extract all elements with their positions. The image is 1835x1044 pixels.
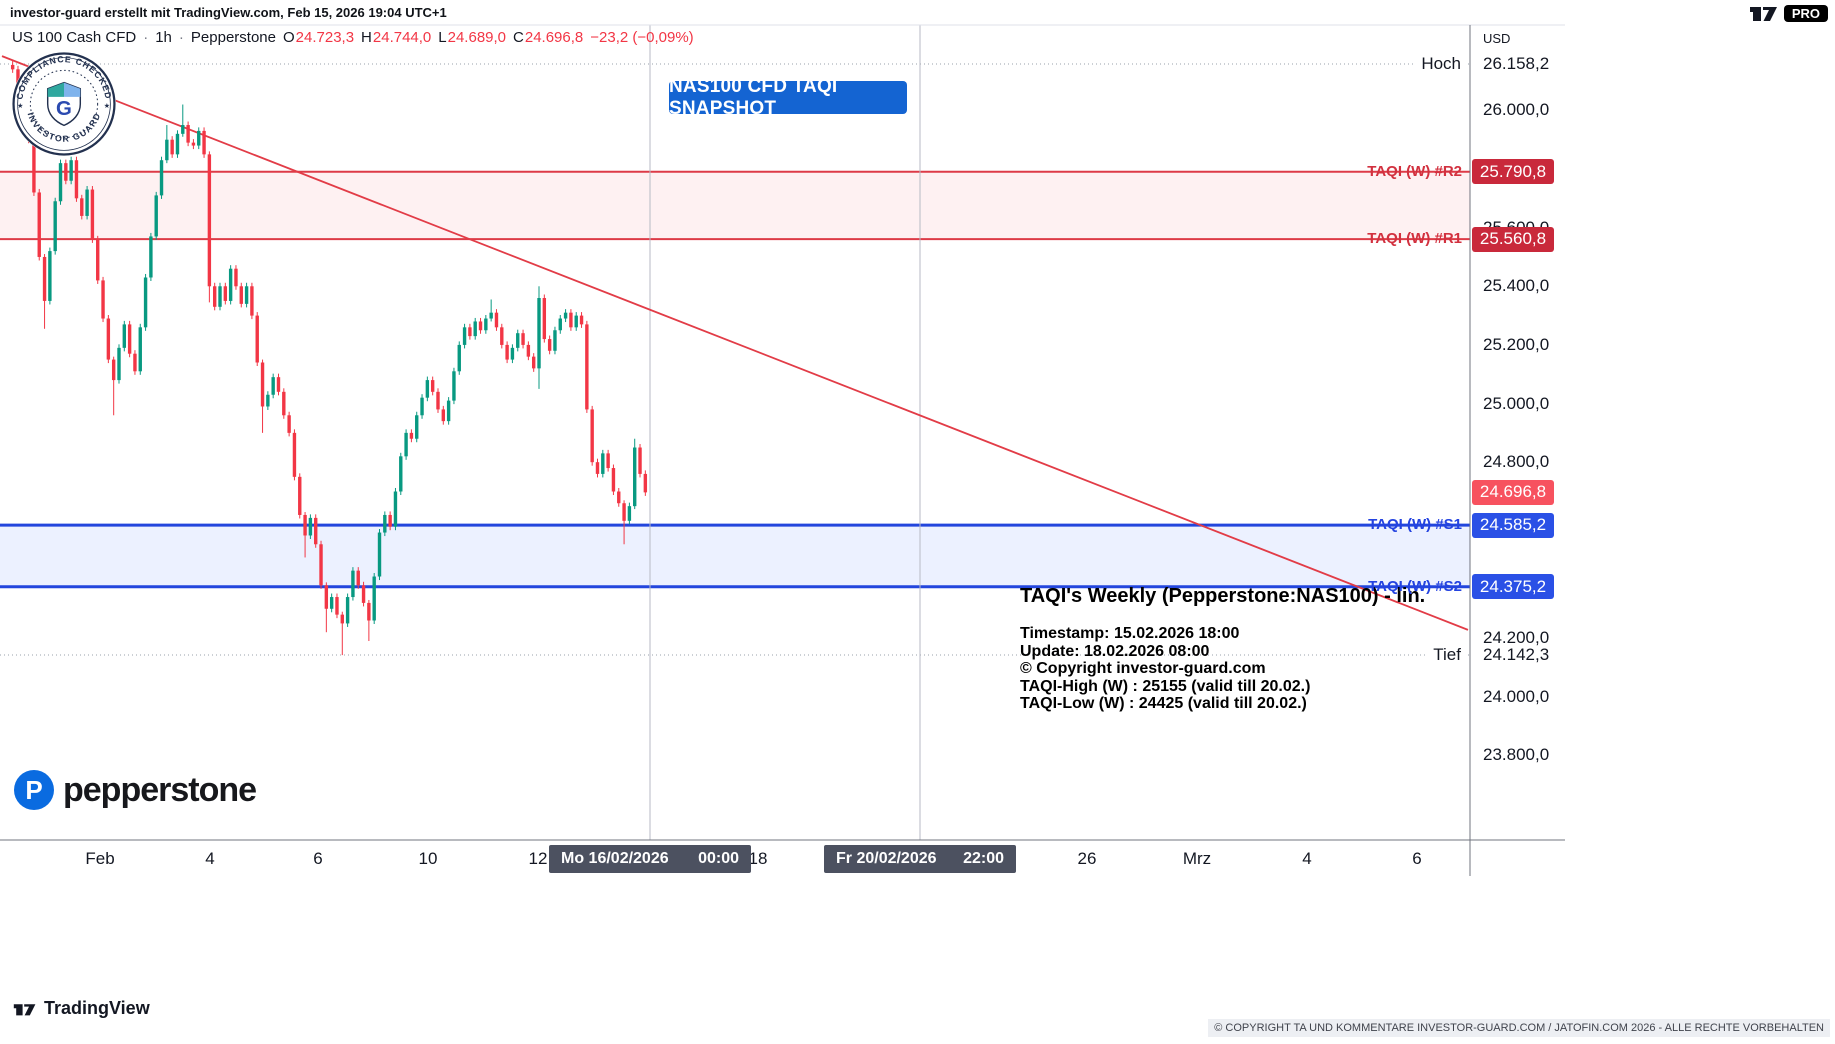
time-tick: 4: [1302, 849, 1312, 868]
price-badge-res: 25.790,8: [1472, 159, 1554, 185]
time-marker-time: 00:00: [698, 850, 739, 867]
stamp-star-left: ★: [17, 102, 23, 110]
price-tick: 26.000,0: [1483, 100, 1550, 120]
pepperstone-wordmark: pepperstone: [63, 770, 257, 809]
symbol-info-bar[interactable]: US 100 Cash CFD · 1h · Pepperstone O24.7…: [12, 29, 694, 46]
price-tick: 24.800,0: [1483, 452, 1550, 472]
high-value: H24.744,0: [361, 29, 432, 46]
price-tick: 25.200,0: [1483, 334, 1550, 354]
time-tick: 6: [313, 849, 323, 868]
time-marker-date: Mo 16/02/2026: [561, 850, 669, 867]
footer-brand-text: TradingView: [44, 998, 150, 1018]
time-tick: 12: [528, 849, 548, 868]
separator-dot: ·: [143, 29, 149, 46]
time-marker-badge: Fr 20/02/2026 22:00: [824, 845, 1016, 873]
level-label[interactable]: TAQI (W) #S2: [1368, 577, 1462, 595]
price-tick: 25.400,0: [1483, 276, 1550, 296]
annotation-timestamp: Timestamp: 15.02.2026 18:00: [1020, 625, 1240, 642]
separator-dot: ·: [178, 29, 184, 46]
chart-attribution: investor-guard erstellt mit TradingView.…: [10, 5, 447, 20]
price-tick: 24.200,0: [1483, 628, 1550, 648]
annotation-taqi-high: TAQI-High (W) : 25155 (valid till 20.02.…: [1020, 677, 1311, 695]
interval-label[interactable]: 1h: [155, 29, 172, 46]
level-label[interactable]: TAQI (W) #R2: [1367, 162, 1462, 180]
price-tick: 25.000,0: [1483, 393, 1550, 413]
level-label[interactable]: TAQI (W) #R1: [1367, 230, 1462, 248]
stamp-center-letter: G: [56, 98, 72, 120]
time-tick: 6: [1412, 849, 1422, 868]
price-tick: 23.800,0: [1483, 745, 1550, 765]
high-low-chip: Tief: [1428, 644, 1466, 666]
tradingview-logo-icon: [13, 1003, 36, 1015]
close-value: C24.696,8: [513, 29, 584, 46]
low-value: L24.689,0: [438, 29, 507, 46]
currency-label: USD: [1483, 31, 1511, 46]
symbol-name[interactable]: US 100 Cash CFD: [12, 29, 137, 46]
exchange-name[interactable]: Pepperstone: [190, 29, 276, 46]
annotation-update: Update: 18.02.2026 08:00: [1020, 642, 1210, 660]
tradingview-logo-icon: [1749, 7, 1777, 21]
annotation-block: TAQI's Weekly (Pepperstone:NAS100) - lin…: [1020, 585, 1425, 713]
high-low-chip: Hoch: [1416, 53, 1466, 75]
snapshot-banner: NAS100 CFD TAQI SNAPSHOT: [669, 76, 907, 119]
stamp-star-right: ★: [104, 102, 110, 110]
tradingview-pro-logo[interactable]: PRO: [1749, 3, 1828, 23]
compliance-badge: COMPLIANCE CHECKED INVESTOR GUARD ★ ★ G: [12, 52, 116, 156]
level-label[interactable]: TAQI (W) #S1: [1368, 516, 1462, 534]
price-marker-label: 26.158,2: [1483, 54, 1550, 73]
annotation-copyright: © Copyright investor-guard.com: [1020, 660, 1266, 677]
time-tick: 18: [748, 849, 768, 868]
pepperstone-icon: P: [14, 770, 54, 810]
time-tick: Mrz: [1182, 849, 1212, 868]
price-change: −23,2 (−0,09%): [590, 29, 694, 46]
time-tick: 4: [205, 849, 215, 868]
price-tick: 24.000,0: [1483, 686, 1550, 706]
pepperstone-logo: P pepperstone: [14, 770, 257, 810]
time-tick: 10: [418, 849, 438, 868]
price-badge-res: 25.560,8: [1472, 226, 1554, 252]
time-tick: Feb: [85, 849, 115, 868]
time-marker-date: Fr 20/02/2026: [836, 850, 937, 867]
time-marker-time: 22:00: [963, 850, 1004, 867]
price-badge-sup: 24.585,2: [1472, 512, 1554, 538]
annotation-taqi-low: TAQI-Low (W) : 24425 (valid till 20.02.): [1020, 695, 1307, 712]
tradingview-footer-logo[interactable]: TradingView: [13, 998, 150, 1019]
open-value: O24.723,3: [282, 29, 355, 46]
copyright-text: © COPYRIGHT TA UND KOMMENTARE INVESTOR-G…: [1208, 1019, 1830, 1037]
time-marker-badge: Mo 16/02/2026 00:00: [549, 845, 751, 873]
pro-badge: PRO: [1783, 4, 1828, 22]
price-marker-label: 24.142,3: [1483, 645, 1550, 664]
price-badge-sup: 24.375,2: [1472, 574, 1554, 600]
time-tick: 26: [1077, 849, 1097, 868]
annotation-title: TAQI's Weekly (Pepperstone:NAS100) - lin…: [1020, 585, 1426, 607]
price-badge-last: 24.696,8: [1472, 479, 1554, 505]
